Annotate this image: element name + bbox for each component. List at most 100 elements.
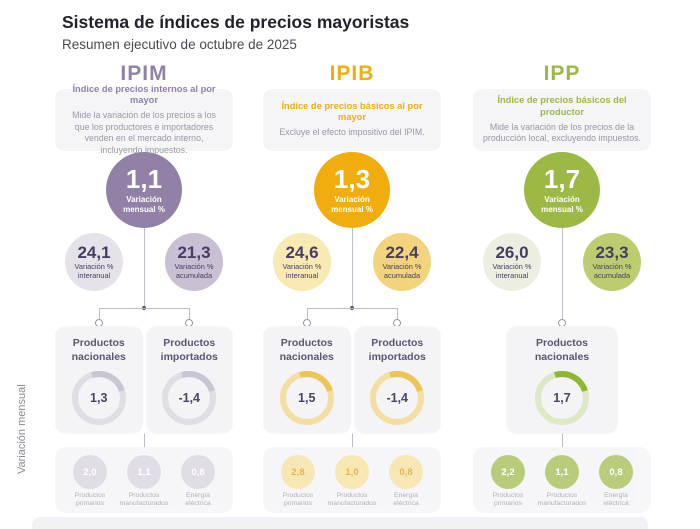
national-gauge-ring: 1,3 — [71, 371, 126, 426]
breakdown-item-primarios: 2,2 Productos primarios — [483, 455, 533, 513]
monthly-value: 1,1 — [125, 164, 163, 195]
accumulated-circle: 22,4 Variación % acumulada — [373, 233, 431, 291]
column-ipp: IPP Índice de precios básicos del produc… — [473, 62, 651, 524]
breakdown-item-primarios: 2,8 Productos primarios — [273, 455, 323, 513]
breakdown-card: 2,2 Productos primarios 1,1 Productos ma… — [473, 447, 651, 513]
monthly-variation-circle: 1,1 Variación mensual % — [106, 152, 182, 228]
interannual-circle: 26,0 Variación % interanual — [483, 233, 541, 291]
breakdown-item-manufacturados: 1,0 Productos manufacturados — [327, 455, 377, 513]
breakdown-item-energia: 0,8 Energía eléctrica — [381, 455, 431, 513]
breakdown-label: Energía eléctrica — [393, 492, 419, 508]
imported-products-label: Productos importados — [368, 337, 426, 363]
national-products-label: Productos nacionales — [71, 337, 126, 363]
national-products-label: Productos nacionales — [279, 337, 334, 363]
breakdown-label: Productos primarios — [282, 492, 314, 508]
connector-line — [352, 228, 353, 308]
index-description: Mide la variación de los precios a los q… — [72, 110, 216, 155]
products-row: Productos nacionales 1,7 — [473, 326, 651, 434]
breakdown-value-circle: 2,0 — [73, 455, 107, 489]
national-gauge-ring: 1,7 — [535, 371, 589, 426]
imported-value: -1,4 — [386, 391, 409, 406]
interannual-label: Variación % interanual — [74, 261, 114, 280]
imported-gauge-ring: -1,4 — [370, 371, 425, 426]
breakdown-label: Productos manufacturados — [537, 492, 587, 508]
branch-line — [307, 308, 398, 309]
column-ipib: IPIB Índice de precios básicos al por ma… — [263, 62, 441, 524]
products-row: Productos nacionales 1,5 Productos impor… — [263, 326, 441, 434]
connector-line — [189, 308, 190, 322]
interannual-circle: 24,1 Variación % interanual — [65, 233, 123, 291]
national-gauge-ring: 1,5 — [279, 371, 334, 426]
breakdown-card: 2,0 Productos primarios 1,1 Productos ma… — [55, 447, 233, 513]
accumulated-label: Variación % acumulada — [174, 261, 214, 280]
connector-line — [144, 434, 145, 447]
accumulated-value: 23,3 — [595, 242, 629, 262]
breakdown-label: Productos primarios — [74, 492, 106, 508]
breakdown-label: Productos primarios — [492, 492, 524, 508]
imported-products-panel: Productos importados -1,4 — [353, 326, 441, 434]
interannual-value: 26,0 — [495, 242, 529, 262]
monthly-label: Variación mensual % — [123, 195, 165, 214]
national-products-label: Productos nacionales — [534, 337, 590, 363]
index-full-name: Índice de precios básicos al por mayor — [281, 101, 423, 123]
breakdown-label: Productos manufacturados — [327, 492, 377, 508]
branch-line — [99, 308, 190, 309]
breakdown-value-circle: 0,8 — [181, 455, 215, 489]
interannual-label: Variación % interanual — [492, 261, 532, 280]
breakdown-value-circle: 1,1 — [127, 455, 161, 489]
interannual-value: 24,6 — [285, 242, 319, 262]
accumulated-value: 22,4 — [385, 242, 419, 262]
breakdown-label: Energía eléctrica — [603, 492, 629, 508]
index-name: IPIM — [120, 62, 168, 85]
breakdown-item-primarios: 2,0 Productos primarios — [65, 455, 115, 513]
products-row: Productos nacionales 1,3 Productos impor… — [55, 326, 233, 434]
column-ipim: IPIM Índice de precios internos al por m… — [55, 62, 233, 524]
connector-line — [352, 434, 353, 447]
index-header-card: Índice de precios internos al por mayor … — [55, 84, 233, 155]
index-header-card: Índice de precios básicos al por mayor E… — [263, 89, 441, 151]
accumulated-circle: 23,3 Variación % acumulada — [583, 233, 641, 291]
breakdown-label: Energía eléctrica — [185, 492, 211, 508]
index-name: IPP — [543, 62, 581, 85]
breakdown-value-circle: 1,1 — [545, 455, 579, 489]
connector-line — [144, 228, 145, 308]
index-description: Mide la variación de los precios de la p… — [483, 121, 641, 144]
breakdown-item-manufacturados: 1,1 Productos manufacturados — [119, 455, 169, 513]
national-products-panel: Productos nacionales 1,7 — [506, 326, 618, 434]
index-full-name: Índice de precios básicos del productor — [497, 95, 627, 117]
breakdown-value-circle: 2,2 — [491, 455, 525, 489]
connector-line — [307, 308, 308, 322]
interannual-circle: 24,6 Variación % interanual — [273, 233, 331, 291]
monthly-value: 1,3 — [333, 164, 371, 195]
monthly-label: Variación mensual % — [331, 195, 373, 214]
connector-line — [562, 434, 563, 447]
accumulated-circle: 21,3 Variación % acumulada — [165, 233, 223, 291]
monthly-label: Variación mensual % — [541, 195, 583, 214]
national-products-panel: Productos nacionales 1,5 — [263, 326, 351, 434]
index-name: IPIB — [329, 62, 375, 85]
imported-products-label: Productos importados — [160, 337, 218, 363]
monthly-variation-circle: 1,3 Variación mensual % — [314, 152, 390, 228]
breakdown-label: Productos manufacturados — [119, 492, 169, 508]
imported-products-panel: Productos importados -1,4 — [145, 326, 233, 434]
national-value: 1,3 — [90, 391, 108, 406]
connector-line — [397, 308, 398, 322]
imported-value: -1,4 — [178, 391, 201, 406]
breakdown-value-circle: 0,8 — [389, 455, 423, 489]
breakdown-item-manufacturados: 1,1 Productos manufacturados — [537, 455, 587, 513]
monthly-variation-circle: 1,7 Variación mensual % — [524, 152, 600, 228]
breakdown-value-circle: 0,8 — [599, 455, 633, 489]
index-full-name: Índice de precios internos al por mayor — [72, 84, 216, 106]
connector-line — [99, 308, 100, 322]
accumulated-value: 21,3 — [177, 242, 211, 262]
page-subtitle: Resumen ejecutivo de octubre de 2025 — [62, 37, 297, 52]
accumulated-label: Variación % acumulada — [382, 261, 422, 280]
connector-line — [562, 228, 563, 322]
interannual-value: 24,1 — [77, 242, 111, 262]
interannual-label: Variación % interanual — [282, 261, 322, 280]
breakdown-value-circle: 1,0 — [335, 455, 369, 489]
monthly-value: 1,7 — [543, 164, 581, 195]
imported-gauge-ring: -1,4 — [162, 371, 217, 426]
index-header-card: Índice de precios básicos del productor … — [473, 89, 651, 151]
